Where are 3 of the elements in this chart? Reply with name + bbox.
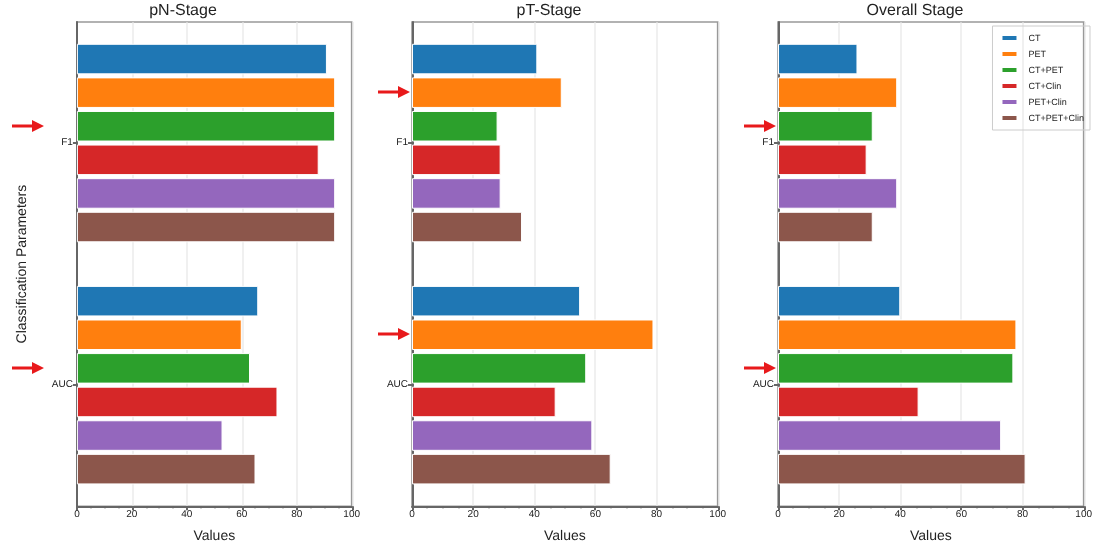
chart-title: pN-Stage	[149, 1, 218, 19]
chart-title: Overall Stage	[866, 1, 965, 19]
chart-title: pT-Stage	[516, 1, 583, 19]
